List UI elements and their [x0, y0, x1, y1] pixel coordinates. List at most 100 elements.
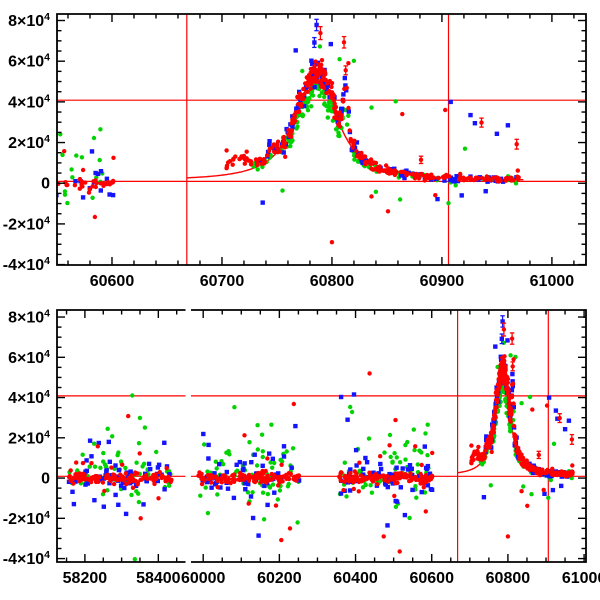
data-point — [393, 504, 399, 509]
data-point — [409, 466, 414, 471]
data-point — [275, 139, 281, 144]
data-point — [429, 172, 434, 178]
data-point — [104, 176, 110, 181]
data-point — [484, 441, 489, 447]
data-point — [98, 181, 103, 186]
data-point — [497, 379, 502, 384]
data-point — [332, 101, 337, 107]
data-point — [527, 394, 533, 400]
data-point — [421, 485, 426, 490]
data-point — [344, 122, 350, 127]
data-point — [89, 461, 94, 466]
data-point — [132, 557, 137, 562]
data-point — [552, 471, 557, 476]
data-point — [544, 403, 550, 408]
data-point — [511, 357, 516, 362]
data-point — [146, 461, 152, 467]
data-point — [73, 179, 78, 184]
data-point — [498, 372, 504, 377]
data-point — [349, 409, 355, 415]
data-point — [364, 460, 370, 465]
data-point — [492, 413, 497, 418]
data-point — [297, 109, 302, 114]
data-point — [209, 480, 214, 485]
data-point — [423, 474, 428, 479]
data-point — [159, 473, 165, 479]
data-point — [433, 193, 438, 198]
data-point — [413, 484, 418, 489]
data-point — [493, 344, 498, 349]
superscript: 4 — [44, 388, 50, 400]
data-point — [105, 426, 110, 431]
data-point — [115, 478, 120, 483]
data-point — [214, 466, 219, 471]
data-point — [419, 462, 424, 468]
x-tick-label: 60600 — [409, 570, 454, 587]
data-point — [246, 481, 251, 487]
data-point — [71, 481, 76, 486]
data-point — [341, 92, 346, 97]
data-point — [250, 490, 255, 495]
data-point — [369, 490, 375, 495]
data-point — [111, 481, 117, 487]
data-point — [84, 458, 89, 463]
data-point — [356, 479, 362, 485]
data-point — [248, 162, 254, 167]
data-point — [260, 454, 265, 460]
data-point — [260, 200, 265, 205]
data-point — [509, 388, 515, 393]
data-point — [422, 444, 427, 449]
data-point — [223, 474, 228, 479]
data-point — [448, 99, 453, 105]
data-point — [502, 374, 507, 379]
data-point — [453, 183, 458, 188]
data-point — [242, 481, 248, 486]
data-point — [329, 84, 334, 90]
data-point — [385, 209, 391, 214]
data-point — [77, 176, 83, 182]
data-point — [260, 449, 265, 454]
data-point — [367, 371, 372, 376]
data-point — [270, 465, 275, 470]
data-point — [469, 443, 474, 448]
data-point — [505, 123, 511, 128]
data-point — [353, 476, 359, 481]
data-point — [492, 420, 497, 425]
data-point — [134, 489, 139, 494]
data-point — [162, 487, 167, 492]
data-point — [298, 99, 303, 104]
data-point — [397, 475, 402, 480]
data-point — [337, 57, 342, 62]
data-point — [291, 401, 296, 407]
data-point — [322, 68, 327, 74]
data-point — [394, 465, 399, 470]
data-point — [279, 459, 285, 464]
data-point — [87, 464, 92, 469]
data-point — [551, 441, 557, 446]
data-point — [351, 486, 356, 492]
data-point — [92, 464, 98, 469]
data-point — [351, 58, 357, 63]
data-point — [386, 475, 391, 481]
data-point — [525, 503, 530, 508]
data-point — [218, 476, 223, 482]
data-point — [96, 440, 101, 446]
data-point — [425, 483, 431, 488]
data-point — [138, 477, 143, 482]
data-point — [385, 523, 390, 528]
data-point — [361, 466, 366, 472]
data-point — [508, 412, 513, 417]
data-point — [296, 101, 301, 107]
data-point — [129, 492, 134, 498]
data-point — [330, 91, 336, 97]
superscript: 4 — [44, 11, 50, 23]
data-point — [300, 112, 305, 117]
data-point — [319, 90, 325, 95]
data-point — [494, 394, 500, 400]
data-point — [506, 387, 511, 392]
data-point — [483, 177, 488, 183]
top-panel-tick-labels: 60600 60700 60800 60900 61000 8×104 6×104 4×104… — [3, 11, 574, 290]
data-point — [260, 490, 266, 495]
data-point — [413, 444, 418, 449]
data-point — [104, 469, 109, 474]
